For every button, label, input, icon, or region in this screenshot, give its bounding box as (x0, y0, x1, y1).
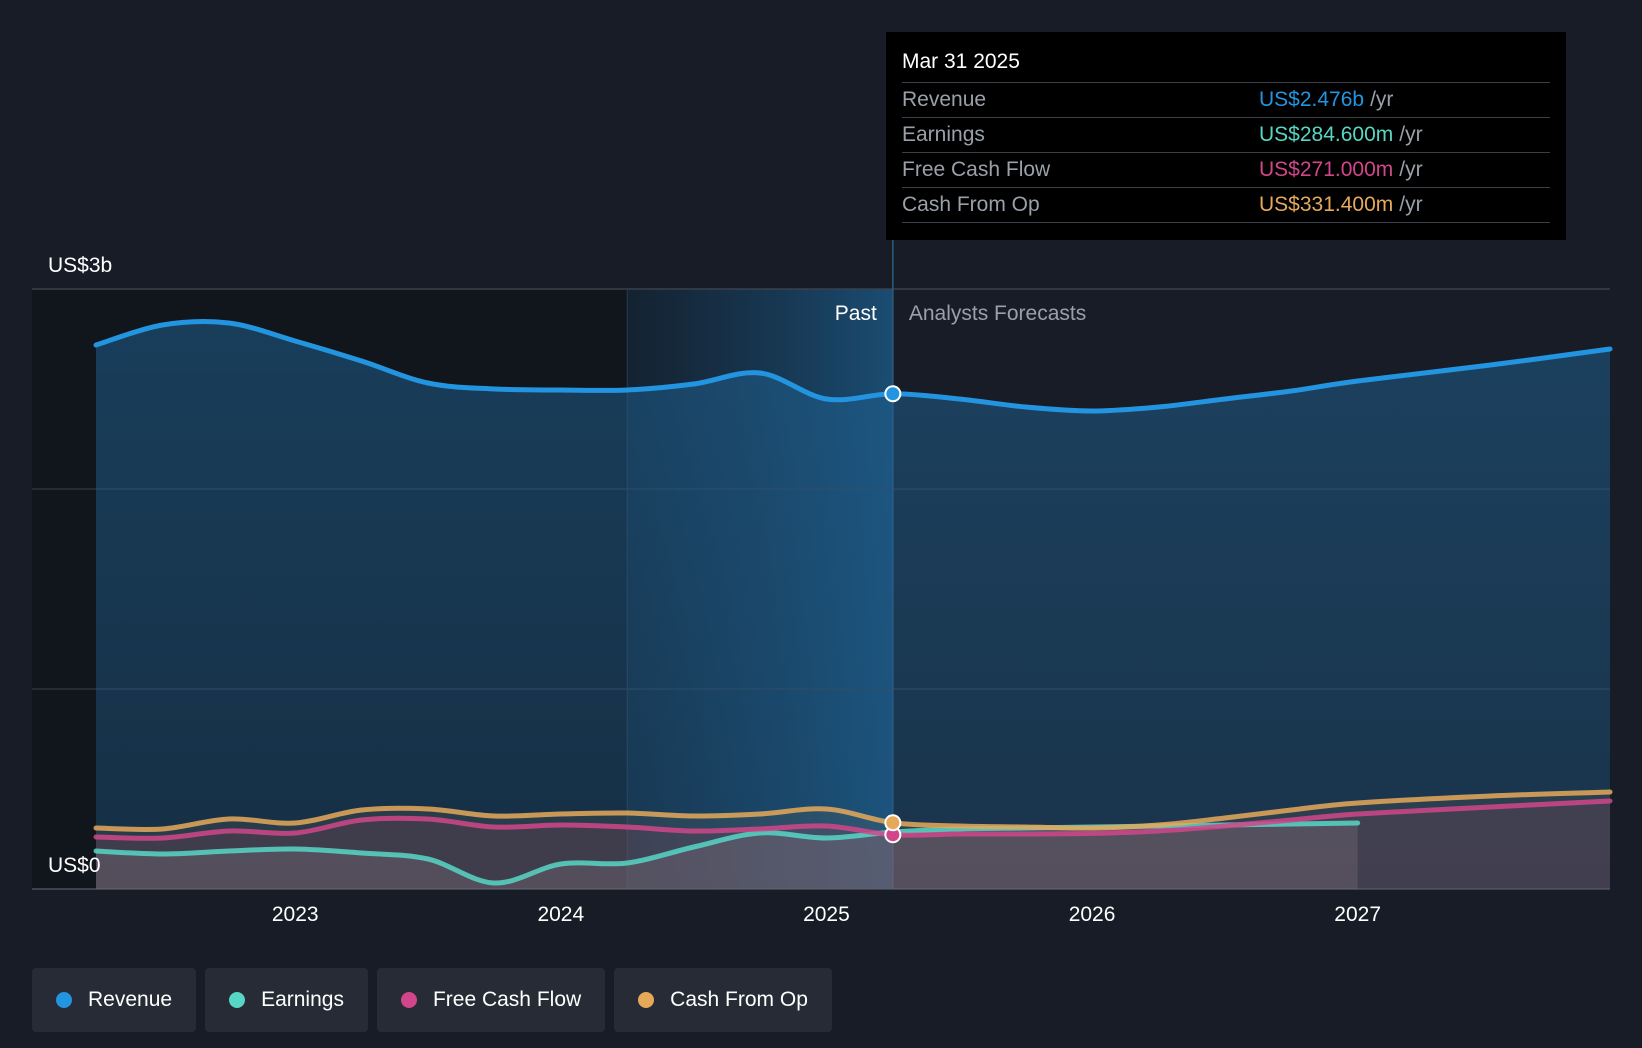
revenue-line (93, 319, 1613, 414)
x-tick-label: 2026 (1069, 903, 1116, 926)
legend-item-free-cash-flow[interactable]: Free Cash Flow (376, 968, 606, 1032)
tooltip-value: US$2.476b (1259, 88, 1365, 111)
chart-tooltip: Mar 31 2025 Revenue US$2.476b /yr Earnin… (886, 32, 1566, 240)
free-cash-flow-area (96, 801, 1610, 889)
tooltip-row-free-cash-flow: Free Cash Flow US$271.000m /yr (902, 153, 1550, 188)
x-tick-label: 2024 (537, 903, 584, 926)
legend-label: Revenue (88, 988, 173, 1011)
tooltip-value: US$331.400m (1259, 193, 1394, 216)
legend-item-revenue[interactable]: Revenue (32, 968, 197, 1032)
tooltip-row-revenue: Revenue US$2.476b /yr (902, 83, 1550, 118)
tooltip-value: US$271.000m (1259, 158, 1394, 181)
revenue-area (96, 321, 1610, 889)
tooltip-label: Revenue (902, 88, 987, 111)
x-tick-label: 2025 (803, 903, 850, 926)
forecast-label: Analysts Forecasts (909, 302, 1086, 325)
tooltip-row-cash-from-op: Cash From Op US$331.400m /yr (902, 188, 1550, 223)
revenue-dot-icon (56, 992, 72, 1008)
tooltip-value: US$284.600m (1259, 123, 1394, 146)
x-tick-label: 2027 (1334, 903, 1381, 926)
tooltip-label: Free Cash Flow (902, 158, 1051, 181)
legend-label: Free Cash Flow (432, 988, 582, 1011)
legend-item-cash-from-op[interactable]: Cash From Op (614, 968, 832, 1032)
chart-legend: Revenue Earnings Free Cash Flow Cash Fro… (32, 968, 832, 1032)
tooltip-unit: /yr (1370, 88, 1394, 111)
tooltip-label: Cash From Op (902, 193, 1040, 216)
free-cash-flow-line (93, 798, 1613, 841)
tooltip-unit: /yr (1399, 193, 1423, 216)
tooltip-unit: /yr (1399, 158, 1423, 181)
y-axis-bottom-label: US$0 (48, 854, 101, 877)
legend-label: Cash From Op (670, 988, 808, 1011)
tooltip-unit: /yr (1399, 123, 1423, 146)
earnings-area (96, 823, 1358, 889)
cash-from-op-marker (884, 814, 902, 832)
earnings-dot-icon (229, 992, 246, 1008)
y-axis-top-label: US$3b (48, 254, 112, 277)
cash-from-op-dot-icon (638, 992, 655, 1008)
tooltip-row-earnings: Earnings US$284.600m /yr (902, 118, 1550, 153)
tooltip-label: Earnings (902, 123, 985, 146)
legend-label: Earnings (261, 988, 344, 1011)
tooltip-date: Mar 31 2025 (902, 46, 1550, 83)
x-tick-label: 2023 (272, 903, 319, 926)
cash-from-op-line (93, 789, 1613, 832)
legend-item-earnings[interactable]: Earnings (205, 968, 368, 1032)
free-cash-flow-dot-icon (400, 992, 417, 1008)
revenue-marker (884, 385, 902, 403)
past-label: Past (835, 302, 877, 325)
